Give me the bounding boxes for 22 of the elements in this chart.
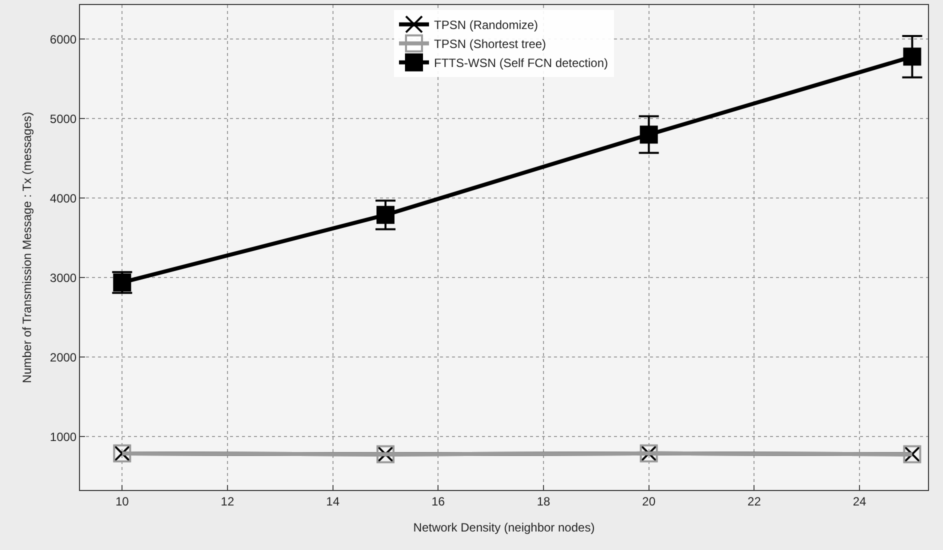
- y-axis-title: Number of Transmission Message : Tx (messages): [20, 112, 34, 384]
- legend-label: TPSN (Randomize): [434, 18, 538, 32]
- x-tick-label: 22: [748, 494, 762, 508]
- x-tick-label: 14: [326, 494, 340, 508]
- x-tick-label: 18: [536, 494, 550, 508]
- y-tick-label: 6000: [50, 32, 77, 46]
- x-tick-label: 24: [852, 494, 867, 508]
- x-tick-label: 20: [642, 494, 656, 508]
- point: [376, 206, 394, 224]
- x-tick-label: 16: [431, 494, 446, 508]
- legend-label: TPSN (Shortest tree): [434, 37, 546, 52]
- legend-label: FTTS-WSN (Self FCN detection): [434, 56, 608, 70]
- y-tick-label: 2000: [50, 350, 77, 364]
- point: [903, 48, 922, 66]
- point: [640, 126, 658, 144]
- y-tick-label: 5000: [50, 112, 77, 126]
- x-tick-label: 12: [220, 494, 234, 508]
- y-tick-label: 1000: [50, 430, 77, 444]
- x-tick-label: 10: [115, 494, 130, 508]
- y-tick-label: 3000: [50, 270, 77, 285]
- y-tick-label: 4000: [50, 191, 77, 206]
- x-axis-title: Network Density (neighbor nodes): [413, 520, 595, 534]
